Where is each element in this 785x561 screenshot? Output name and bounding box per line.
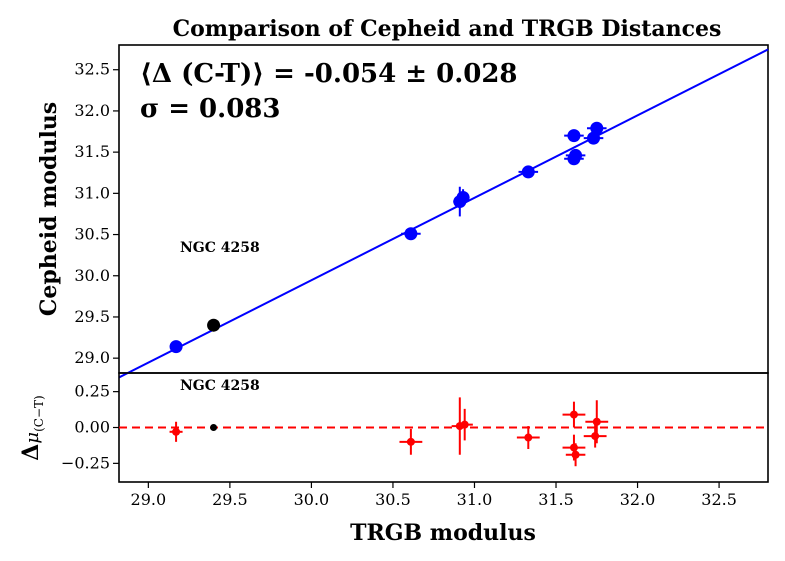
y-tick-label: 29.0	[74, 348, 110, 367]
x-axis-ticks: 29.0 29.5 30.0 30.5 31.0 31.5 32.0 32.5	[131, 482, 737, 509]
x-tick-label: 30.0	[294, 490, 330, 509]
top-data-layer	[118, 48, 769, 379]
x-tick-label: 30.5	[375, 490, 411, 509]
x-tick-label: 32.0	[620, 490, 656, 509]
residual-point	[571, 450, 580, 459]
top-y-ticks: 29.0 29.5 30.0 30.5 31.0 31.5 32.0 32.5	[74, 60, 119, 367]
y-tick-label: −0.25	[61, 453, 110, 472]
data-point	[590, 121, 604, 135]
residual-point	[172, 427, 181, 436]
y-label-mu: μ	[22, 432, 43, 444]
sigma-label: σ = 0.083	[140, 94, 280, 124]
residual-point	[569, 410, 578, 419]
bottom-panel: 0.25 0.00 −0.25 29.0 29.5 30.0 30.5 31.0 31.5 32…	[18, 372, 769, 546]
x-tick-label: 31.5	[538, 490, 574, 509]
data-point	[567, 152, 581, 166]
data-point	[169, 340, 183, 354]
y-tick-label: 29.5	[74, 307, 110, 326]
y-tick-label: 30.5	[74, 225, 110, 244]
residual-point	[524, 433, 533, 442]
y-tick-label: 32.5	[74, 60, 110, 79]
data-point	[521, 165, 535, 179]
y-tick-label: 0.25	[74, 382, 110, 401]
data-point	[456, 190, 470, 204]
x-tick-label: 29.5	[212, 490, 248, 509]
ngc4258-residual-point	[210, 424, 218, 431]
residual-point	[591, 432, 600, 441]
x-tick-label: 31.0	[457, 490, 493, 509]
y-label-delta: Δ	[18, 444, 44, 461]
data-point	[404, 227, 418, 241]
y-tick-label: 31.0	[74, 183, 110, 202]
residual-point	[460, 420, 469, 429]
x-axis-label: TRGB modulus	[350, 520, 536, 546]
ngc4258-annotation-top: NGC 4258	[180, 240, 260, 256]
x-tick-label: 32.5	[701, 490, 737, 509]
y-axis-label-top: Cepheid modulus	[36, 102, 62, 316]
ngc4258-point	[207, 318, 221, 332]
y-tick-label: 32.0	[74, 101, 110, 120]
y-tick-label: 30.0	[74, 266, 110, 285]
y-axis-label-bottom: Δμ(C−T)	[18, 395, 46, 460]
chart-title: Comparison of Cepheid and TRGB Distances	[173, 16, 722, 42]
residual-point	[569, 443, 578, 452]
data-point	[587, 131, 601, 145]
mean-delta-label: ⟨Δ (C-T)⟩ = -0.054 ± 0.028	[140, 59, 518, 89]
top-panel: 29.0 29.5 30.0 30.5 31.0 31.5 32.0 32.5 ⟨Δ (C-T…	[36, 44, 769, 379]
residual-point	[592, 417, 601, 426]
y-tick-label: 31.5	[74, 142, 110, 161]
y-label-sub: (C−T)	[32, 395, 46, 432]
x-tick-label: 29.0	[131, 490, 167, 509]
bottom-y-ticks: 0.25 0.00 −0.25	[61, 382, 119, 472]
ngc4258-annotation-bottom: NGC 4258	[180, 378, 260, 394]
residual-point	[406, 437, 415, 446]
bottom-data-layer	[119, 397, 768, 467]
fit-line	[118, 48, 769, 379]
data-point	[567, 129, 581, 143]
y-tick-label: 0.00	[74, 418, 110, 437]
